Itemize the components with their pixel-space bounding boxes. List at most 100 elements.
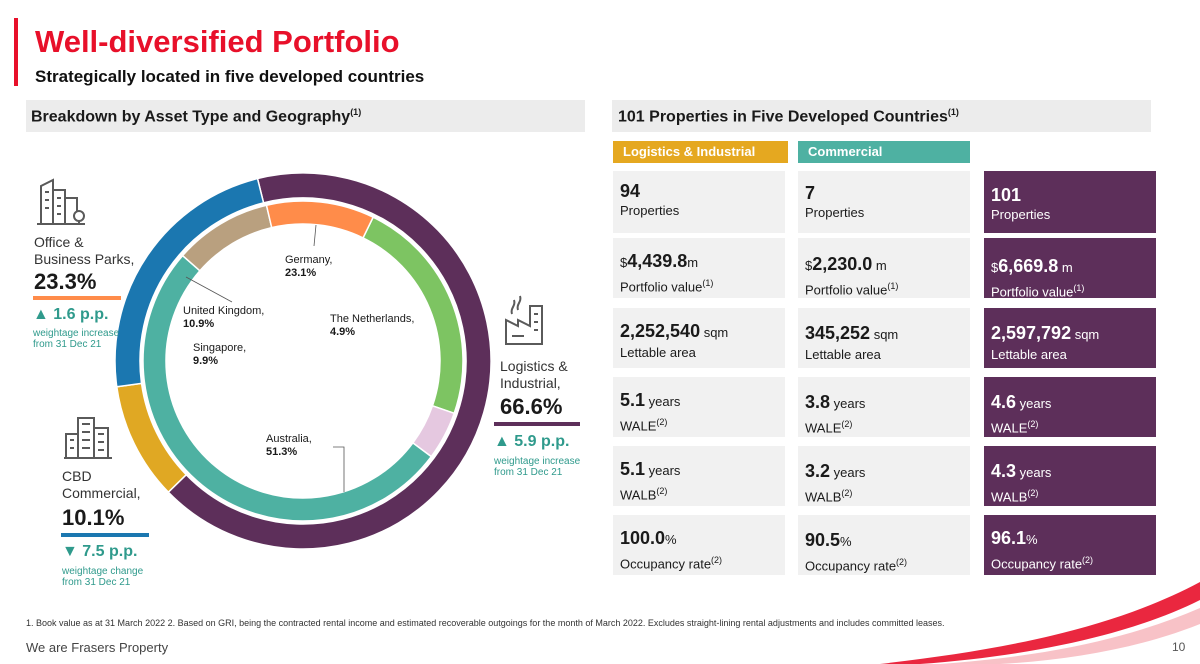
office-note-line1: weightage increase [33, 328, 120, 339]
office-name-line1: Office & [34, 234, 84, 250]
cell-value: 101 [991, 185, 1022, 205]
cell-label: Lettable area [620, 345, 696, 360]
cell-label: Properties [620, 203, 680, 218]
right-heading-text: 101 Properties in Five Developed Countri… [618, 108, 948, 126]
cell-label: Occupancy rate [991, 556, 1083, 572]
commercial-properties-cell: 7 Properties [798, 171, 970, 233]
commercial-wale-cell: 3.8 years WALE(2) [798, 377, 970, 437]
footnote: 1. Book value as at 31 March 2022 2. Bas… [26, 618, 945, 628]
commercial-portfolio-value-cell: $2,230.0 m Portfolio value(1) [798, 238, 970, 298]
cell-currency: $ [805, 258, 813, 273]
logistics-note-line2: from 31 Dec 21 [494, 467, 563, 478]
total-properties-cell: 101 Properties [984, 171, 1156, 233]
cell-value: 3.2 [805, 461, 831, 481]
logistics-note-line1: weightage increase [494, 456, 581, 467]
cell-unit: m [872, 258, 887, 273]
geo-australia-name: Australia, [266, 433, 312, 445]
logistics-category-note: weightage increase from 31 Dec 21 [494, 456, 580, 478]
cell-value: 4.6 [991, 392, 1017, 412]
cell-sup: (2) [656, 417, 668, 427]
logistics-name-line2: Industrial, [500, 375, 561, 391]
logistics-category-pct: 66.6% [500, 394, 563, 419]
logistics-walb-cell: 5.1 years WALB(2) [613, 446, 785, 506]
cell-label: Portfolio value [805, 282, 888, 298]
logistics-occupancy-cell: 100.0% Occupancy rate(2) [613, 515, 785, 575]
cell-value: 90.5 [805, 530, 841, 550]
geo-uk-pct: 10.9% [183, 318, 215, 330]
cell-label: WALE [805, 420, 842, 436]
logistics-name-line1: Logistics & [500, 358, 568, 374]
cell-unit: % [1026, 532, 1038, 547]
cell-sup: (2) [841, 488, 853, 498]
cbd-category-note: weightage change from 31 Dec 21 [62, 566, 143, 588]
geo-netherlands-name: The Netherlands, [330, 313, 415, 325]
cell-unit: % [665, 532, 677, 547]
cbd-name-line2: Commercial, [62, 485, 141, 501]
cell-value: 5.1 [620, 459, 646, 479]
office-building-icon [37, 178, 85, 225]
logistics-properties-cell: 94 Properties [613, 171, 785, 233]
cbd-category-name: CBD Commercial, [62, 468, 141, 502]
cell-unit: m [1058, 260, 1073, 275]
cell-label: WALB [620, 487, 657, 503]
cell-value: 345,252 [805, 323, 871, 343]
cell-value: 4.3 [991, 461, 1017, 481]
city-buildings-icon [64, 417, 112, 459]
logistics-category-delta: ▲ 5.9 p.p. [494, 433, 570, 450]
cell-sup: (2) [656, 486, 668, 496]
geo-singapore-name: Singapore, [193, 342, 247, 354]
office-category-name: Office & Business Parks, [34, 234, 134, 268]
logistics-column-header: Logistics & Industrial [613, 141, 788, 163]
factory-icon [505, 295, 543, 345]
total-lettable-area-cell: 2,597,792 sqm Lettable area [984, 308, 1156, 368]
cbd-category-delta: ▼ 7.5 p.p. [62, 543, 138, 560]
geo-germany-pct: 23.1% [285, 267, 317, 279]
cell-sup: (2) [711, 555, 723, 565]
cell-sup: (2) [1027, 488, 1039, 498]
cell-unit: years [645, 463, 681, 478]
geo-label-germany: Germany, 23.1% [285, 254, 332, 280]
right-section-heading: 101 Properties in Five Developed Countri… [612, 100, 1151, 132]
office-note-line2: from 31 Dec 21 [33, 339, 102, 350]
donut-slice-office-business-parks [115, 177, 265, 388]
page-title: Well-diversified Portfolio [35, 24, 400, 59]
cbd-note-line1: weightage change [62, 566, 144, 577]
cell-sup: (2) [841, 419, 853, 429]
cell-label: Lettable area [805, 347, 881, 362]
total-walb-cell: 4.3 years WALB(2) [984, 446, 1156, 506]
cell-sup: (2) [1082, 555, 1094, 565]
cell-value: 100.0 [620, 528, 666, 548]
cell-sup: (1) [1073, 283, 1085, 293]
cell-unit: sqm [700, 325, 729, 340]
geo-label-netherlands: The Netherlands, 4.9% [330, 313, 414, 339]
cbd-category-bar [61, 533, 149, 537]
total-portfolio-value-cell: $6,669.8 m Portfolio value(1) [984, 238, 1156, 299]
cell-unit: sqm [1071, 327, 1100, 342]
cell-value: 96.1 [991, 528, 1027, 548]
cell-unit: years [1016, 465, 1052, 480]
page-number: 10 [1172, 640, 1186, 654]
title-accent-bar [14, 18, 18, 86]
cell-label: Occupancy rate [805, 558, 897, 574]
cell-sup: (2) [896, 557, 908, 567]
geo-label-uk: United Kingdom, 10.9% [183, 305, 264, 331]
cell-value: 3.8 [805, 392, 831, 412]
geo-singapore-pct: 9.9% [193, 355, 219, 367]
cell-value: 5.1 [620, 390, 646, 410]
geo-netherlands-pct: 4.9% [330, 326, 356, 338]
total-wale-cell: 4.6 years WALE(2) [984, 377, 1156, 437]
logistics-category-bar [494, 422, 580, 426]
logistics-lettable-area-cell: 2,252,540 sqm Lettable area [613, 308, 785, 368]
cell-label: Occupancy rate [620, 556, 712, 572]
cell-currency: $ [620, 255, 628, 270]
commercial-occupancy-cell: 90.5% Occupancy rate(2) [798, 515, 970, 575]
cell-unit: m [687, 255, 699, 270]
commercial-walb-cell: 3.2 years WALB(2) [798, 446, 970, 506]
cell-label: Lettable area [991, 347, 1067, 362]
cell-sup: (1) [702, 278, 714, 288]
logistics-wale-cell: 5.1 years WALE(2) [613, 377, 785, 437]
total-occupancy-cell: 96.1% Occupancy rate(2) [984, 515, 1156, 575]
cell-label: WALE [991, 420, 1028, 436]
geo-germany-name: Germany, [285, 254, 333, 266]
geo-australia-pct: 51.3% [266, 446, 298, 458]
